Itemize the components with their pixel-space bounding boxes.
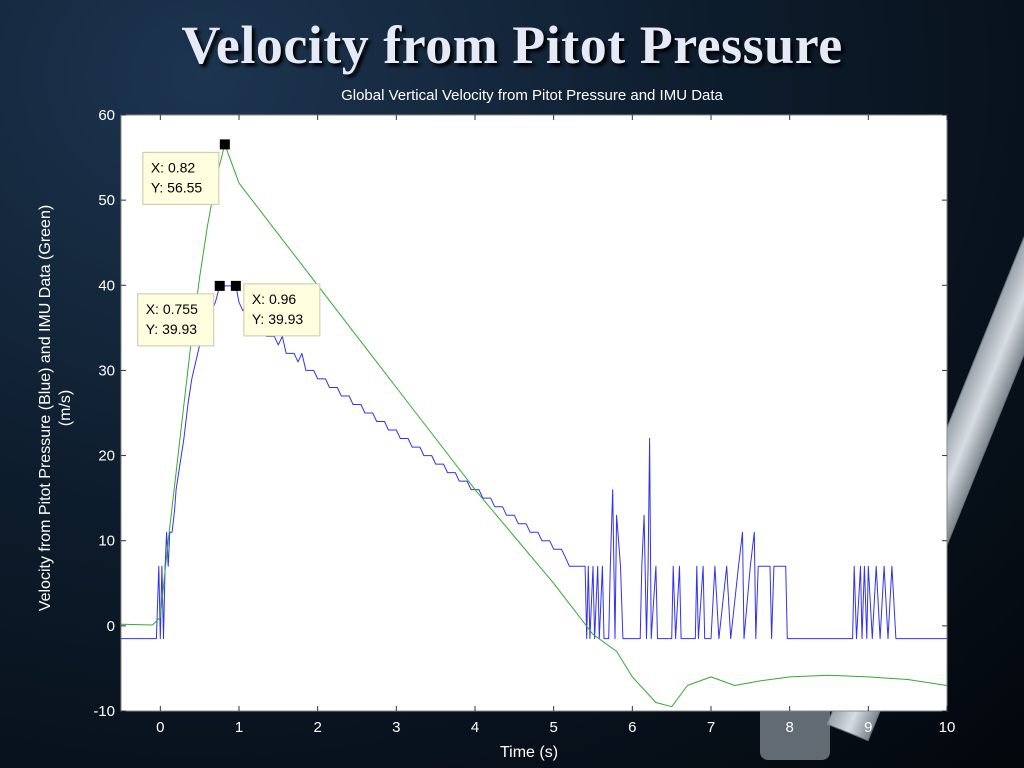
datatip-text: X: 0.755	[146, 301, 198, 317]
x-axis-label: Time (s)	[500, 744, 558, 761]
datatip-text: X: 0.96	[252, 291, 297, 307]
x-tick-label: 10	[939, 719, 956, 736]
datatip-marker	[219, 139, 230, 150]
datatip-marker	[214, 280, 225, 291]
series-line-0	[121, 285, 947, 640]
datatip-box	[142, 151, 220, 205]
datatip-0: X: 0.82 Y: 56.55	[142, 151, 220, 205]
x-tick-label: 9	[864, 719, 872, 736]
x-tick-label: 2	[313, 719, 321, 736]
y-axis-label: Velocity from Pitot Pressure (Blue) and …	[37, 205, 74, 611]
datatip-text: Y: 56.55	[151, 179, 203, 195]
x-tick-label: 7	[707, 719, 715, 736]
datatip-text: Y: 39.93	[146, 321, 198, 337]
datatip-box	[137, 293, 215, 347]
y-tick-label: 0	[107, 618, 115, 635]
x-tick-label: 4	[471, 719, 479, 736]
series-line-1	[120, 143, 948, 708]
y-tick-label: 40	[98, 277, 115, 294]
datatip-text: Y: 39.93	[252, 311, 304, 327]
chart-title: Global Vertical Velocity from Pitot Pres…	[341, 87, 723, 104]
datatip-marker	[230, 280, 241, 291]
datatip-text: X: 0.82	[151, 159, 196, 175]
datatip-box	[243, 283, 321, 337]
y-tick-label: 60	[98, 107, 115, 124]
y-axis-label-line: (m/s)	[57, 390, 74, 426]
x-tick-label: 1	[235, 719, 243, 736]
y-tick-label: -10	[93, 703, 115, 720]
y-axis-label-line: Velocity from Pitot Pressure (Blue) and …	[37, 205, 54, 611]
x-tick-label: 0	[156, 719, 164, 736]
x-tick-label: 3	[392, 719, 400, 736]
y-tick-label: 20	[98, 448, 115, 465]
y-tick-label: 50	[98, 192, 115, 209]
slide-title: Velocity from Pitot Pressure	[181, 15, 843, 75]
y-tick-label: 30	[98, 362, 115, 379]
y-tick-label: 10	[98, 533, 115, 550]
plot-area	[120, 114, 948, 712]
x-tick-label: 8	[785, 719, 793, 736]
x-tick-label: 6	[628, 719, 636, 736]
datatip-1: X: 0.96 Y: 39.93	[243, 283, 321, 337]
datatip-2: X: 0.755 Y: 39.93	[137, 293, 215, 347]
x-tick-label: 5	[549, 719, 557, 736]
